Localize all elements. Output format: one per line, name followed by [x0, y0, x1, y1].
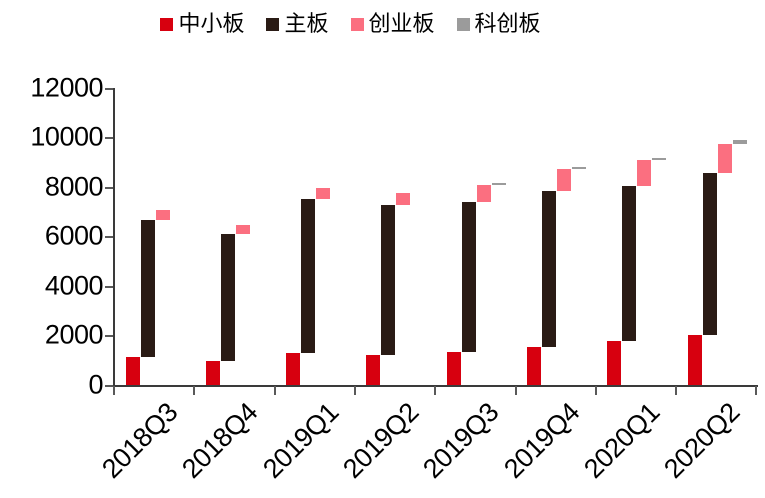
y-axis-tick	[105, 88, 113, 90]
bar-chinext-2018Q4	[235, 224, 250, 234]
legend-swatch-sme-board-icon	[160, 17, 174, 31]
bar-chinext-2018Q3	[155, 209, 170, 220]
bar-chinext-2020Q2	[717, 144, 732, 173]
y-axis-tick	[105, 236, 113, 239]
legend-swatch-star-market-icon	[456, 17, 470, 31]
bar-chinext-2019Q3	[476, 184, 491, 203]
bar-sme-board-2019Q3	[446, 351, 461, 386]
y-axis-label: 2000	[44, 319, 104, 350]
x-axis-tick	[353, 386, 356, 395]
x-axis-tick	[434, 386, 437, 395]
y-axis-tick	[105, 186, 113, 189]
legend-item-star-market: 科创板	[456, 11, 541, 37]
bar-main-board-2019Q1	[301, 199, 316, 354]
x-axis-tick	[755, 386, 758, 395]
bar-sme-board-2018Q4	[205, 361, 220, 386]
bar-main-board-2019Q4	[542, 191, 556, 348]
y-axis-tick	[105, 137, 113, 140]
x-axis-tick	[273, 386, 276, 395]
bar-main-board-2019Q2	[381, 204, 396, 356]
legend-item-main-board: 主板	[266, 11, 329, 37]
y-axis-label: 10000	[30, 121, 103, 152]
bar-chinext-2020Q1	[637, 160, 652, 187]
bar-sme-board-2019Q4	[527, 347, 541, 386]
y-axis-tick	[105, 335, 113, 338]
x-axis-tick	[594, 386, 597, 395]
bar-sme-board-2019Q2	[366, 355, 381, 386]
bar-main-board-2020Q2	[702, 173, 717, 335]
y-axis-label: 12000	[30, 72, 103, 103]
bar-chinext-2019Q2	[396, 192, 411, 205]
legend-item-sme-board: 中小板	[160, 11, 244, 37]
bar-chinext-2019Q1	[316, 187, 331, 200]
legend-swatch-chinext-icon	[350, 17, 364, 31]
x-axis-tick	[113, 386, 115, 395]
legend-label-star-market: 科创板	[474, 11, 541, 36]
y-axis-label: 0	[88, 368, 103, 399]
bar-star-market-2019Q3	[491, 182, 506, 185]
legend-item-chinext: 创业板	[350, 11, 435, 37]
bar-star-market-2020Q1	[652, 158, 667, 161]
x-axis-tick	[675, 386, 678, 395]
bar-star-market-2019Q4	[572, 166, 586, 169]
y-axis-line	[113, 88, 115, 387]
bar-main-board-2020Q1	[622, 186, 637, 342]
legend-label-sme-board: 中小板	[178, 11, 245, 36]
bar-star-market-2020Q2	[732, 140, 747, 145]
bar-main-board-2018Q4	[220, 233, 235, 362]
legend-label-chinext: 创业板	[368, 11, 435, 36]
y-axis-label: 6000	[44, 220, 104, 251]
legend-swatch-main-board-icon	[266, 17, 280, 31]
bar-sme-board-2020Q1	[607, 341, 622, 386]
x-axis-tick	[514, 386, 517, 395]
bar-main-board-2018Q3	[140, 219, 155, 358]
bar-main-board-2019Q3	[461, 202, 476, 352]
y-axis-label: 4000	[44, 269, 104, 300]
bar-sme-board-2019Q1	[286, 353, 301, 386]
legend-label-main-board: 主板	[284, 11, 329, 36]
y-axis-tick	[105, 285, 113, 288]
bar-sme-board-2020Q2	[687, 334, 702, 386]
bar-sme-board-2018Q3	[125, 357, 140, 386]
y-axis-label: 8000	[44, 171, 104, 202]
y-axis-tick	[105, 384, 113, 387]
bar-chinext-2019Q4	[557, 168, 571, 192]
x-axis-tick	[193, 386, 196, 395]
chart-legend: 中小板 主板 创业板 科创板	[0, 11, 733, 37]
